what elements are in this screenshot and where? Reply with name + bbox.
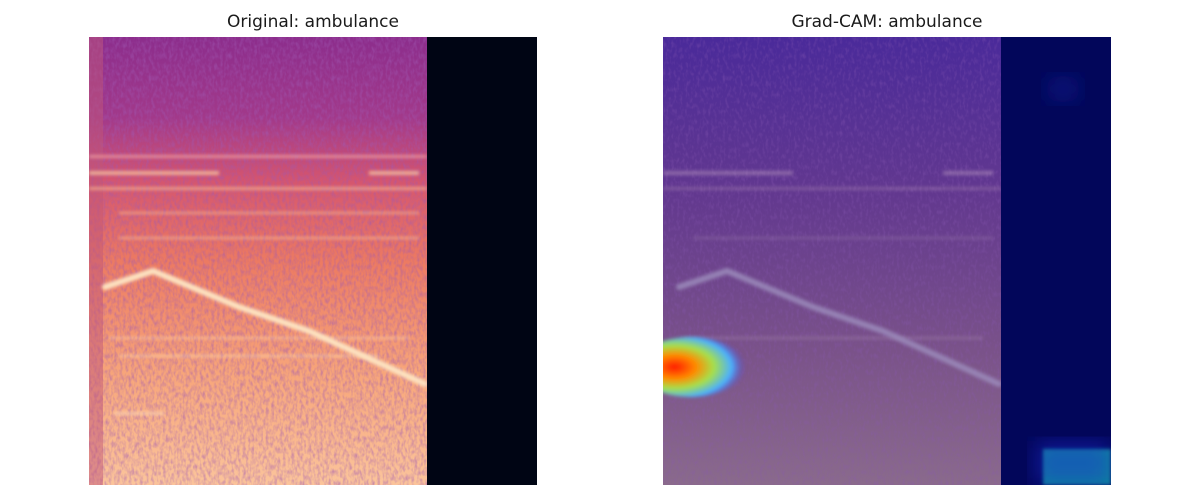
panel-title-original: Original: ambulance	[89, 12, 537, 32]
panel-title-gradcam: Grad-CAM: ambulance	[663, 12, 1111, 32]
gradcam-overlay-image	[663, 37, 1111, 485]
original-spectrogram-image	[89, 37, 537, 485]
